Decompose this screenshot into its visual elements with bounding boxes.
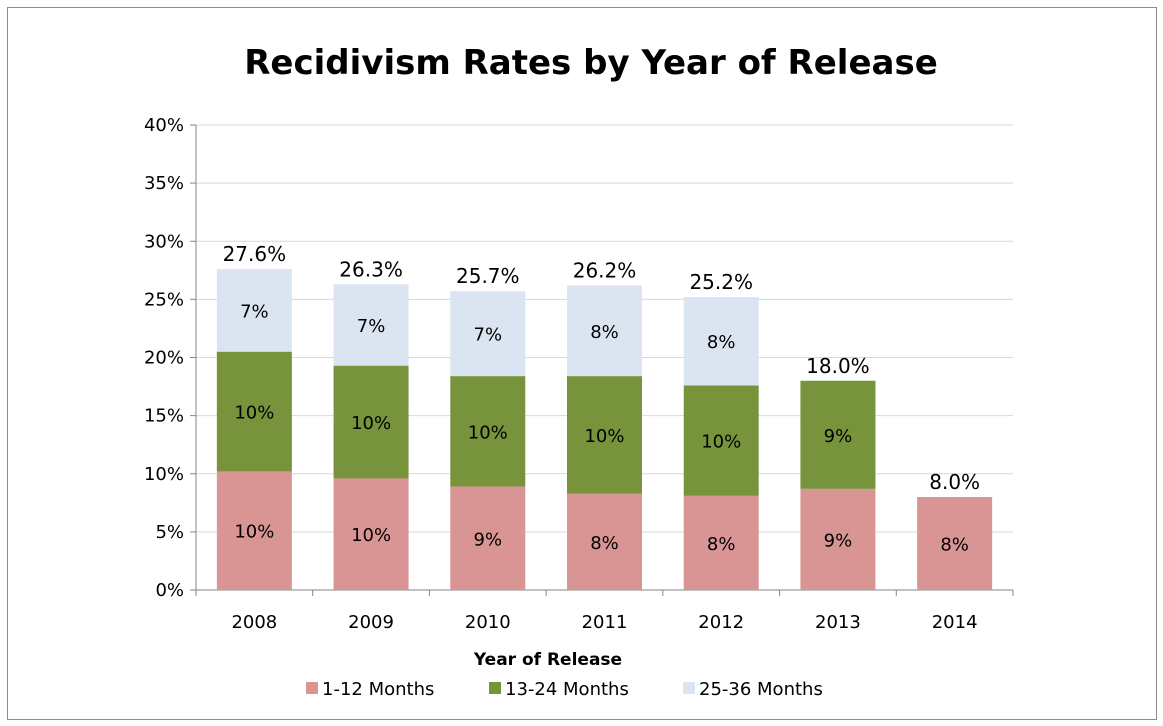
bar-segment	[567, 376, 642, 494]
x-tick-label: 2011	[582, 612, 628, 633]
segment-label: 9%	[474, 529, 503, 550]
legend-swatch	[683, 682, 695, 694]
y-tick-label: 30%	[144, 231, 184, 252]
bar-segment	[450, 486, 526, 590]
total-label: 25.2%	[689, 270, 753, 294]
chart-title: Recidivism Rates by Year of Release	[244, 43, 938, 83]
segment-label: 8%	[590, 322, 619, 343]
bar-segment	[917, 497, 993, 590]
total-label: 8.0%	[929, 470, 980, 494]
bar-segment	[800, 380, 876, 489]
y-tick-label: 15%	[144, 406, 184, 427]
total-label: 25.7%	[456, 264, 520, 288]
bar-segment	[683, 495, 759, 590]
segment-label: 10%	[468, 422, 508, 443]
total-label: 18.0%	[806, 354, 870, 378]
bar-segment	[567, 493, 642, 590]
bar-segment	[683, 385, 759, 496]
bar-segment	[333, 284, 409, 366]
segment-label: 7%	[357, 316, 386, 337]
bar-segment	[333, 365, 409, 479]
legend-label: 25-36 Months	[699, 679, 823, 700]
bar-segment	[800, 488, 876, 590]
bar-segment	[450, 291, 526, 377]
segment-label: 10%	[351, 525, 391, 546]
bars	[216, 269, 993, 590]
segment-label: 7%	[240, 301, 269, 322]
legend-label: 1-12 Months	[322, 679, 434, 700]
segment-label: 8%	[707, 332, 736, 353]
segment-label: 7%	[474, 325, 503, 346]
bar-segment	[216, 471, 292, 590]
total-label: 27.6%	[223, 242, 287, 266]
x-tick-label: 2012	[698, 612, 744, 633]
bar-segment	[216, 351, 292, 472]
segment-label: 9%	[824, 426, 853, 447]
total-label: 26.2%	[573, 258, 637, 282]
x-tick-label: 2008	[231, 612, 277, 633]
x-tick-label: 2010	[465, 612, 511, 633]
total-label: 26.3%	[339, 257, 403, 281]
segment-label: 10%	[584, 426, 624, 447]
data-labels: 10% 10% 7% 27.6% 10% 10% 7% 26.3% 9% 10% 7% 25.7% 8%…	[223, 242, 980, 555]
y-tick-label: 0%	[155, 580, 184, 601]
bar-segment	[450, 376, 526, 487]
segment-label: 10%	[701, 432, 741, 453]
bar-segment	[216, 269, 292, 352]
x-tick-label: 2014	[932, 612, 978, 633]
segment-label: 8%	[590, 533, 619, 554]
y-tick-label: 40%	[144, 115, 184, 136]
segment-label: 8%	[940, 535, 969, 556]
y-tick-label: 35%	[144, 173, 184, 194]
segment-label: 9%	[824, 530, 853, 551]
segment-label: 8%	[707, 534, 736, 555]
bar-segment	[567, 285, 642, 377]
y-tick-label: 5%	[155, 522, 184, 543]
legend-swatch	[489, 682, 501, 694]
x-tick-label: 2009	[348, 612, 394, 633]
x-axis-title: Year of Release	[473, 650, 622, 670]
legend-swatch	[306, 682, 318, 694]
y-tick-label: 20%	[144, 348, 184, 369]
segment-label: 10%	[234, 522, 274, 543]
segment-label: 10%	[351, 413, 391, 434]
x-tick-label: 2013	[815, 612, 861, 633]
legend-label: 13-24 Months	[505, 679, 629, 700]
bar-segment	[333, 478, 409, 590]
legend: 1-12 Months 13-24 Months 25-36 Months	[306, 679, 823, 700]
bar-segment	[683, 297, 759, 386]
segment-label: 10%	[234, 403, 274, 424]
y-tick-label: 25%	[144, 289, 184, 310]
y-tick-label: 10%	[144, 464, 184, 485]
